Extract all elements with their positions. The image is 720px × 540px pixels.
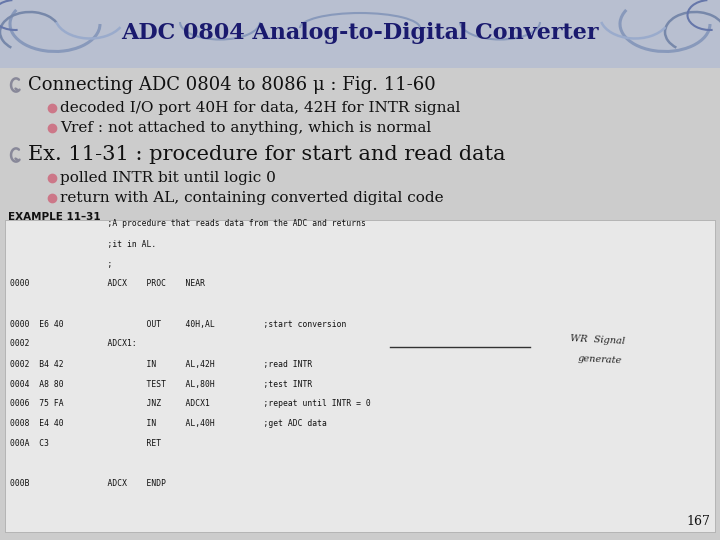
Text: ;it in AL.: ;it in AL. [10,240,156,248]
Text: Ex. 11-31 : procedure for start and read data: Ex. 11-31 : procedure for start and read… [28,145,505,165]
Text: Vref : not attached to anything, which is normal: Vref : not attached to anything, which i… [60,121,431,135]
Bar [0,0,720,68]
Text: return with AL, containing converted digital code: return with AL, containing converted dig… [60,191,444,205]
Text: 0006  75 FA                 JNZ     ADCX1           ;repeat until INTR = 0: 0006 75 FA JNZ ADCX1 ;repeat until INTR … [10,400,371,408]
Text: ADC 0804 Analog-to-Digital Converter: ADC 0804 Analog-to-Digital Converter [121,22,599,44]
Text: 0000  E6 40                 OUT     40H,AL          ;start conversion: 0000 E6 40 OUT 40H,AL ;start conversion [10,320,346,328]
Text: polled INTR bit until logic 0: polled INTR bit until logic 0 [60,171,276,185]
Text: 0000                ADCX    PROC    NEAR: 0000 ADCX PROC NEAR [10,280,205,288]
Text: 0002  B4 42                 IN      AL,42H          ;read INTR: 0002 B4 42 IN AL,42H ;read INTR [10,360,312,368]
Text: ;A procedure that reads data from the ADC and returns: ;A procedure that reads data from the AD… [10,219,366,228]
Text: EXAMPLE 11–31: EXAMPLE 11–31 [8,212,101,222]
Text: 0008  E4 40                 IN      AL,40H          ;get ADC data: 0008 E4 40 IN AL,40H ;get ADC data [10,420,327,429]
Text: decoded I/O port 40H for data, 42H for INTR signal: decoded I/O port 40H for data, 42H for I… [60,101,460,115]
Bar [0,68,720,540]
Text: Connecting ADC 0804 to 8086 μ : Fig. 11-60: Connecting ADC 0804 to 8086 μ : Fig. 11-… [28,76,436,94]
Text: 167: 167 [686,515,710,528]
Bar [5,220,715,532]
Text: ;: ; [10,260,112,268]
Text: 0004  A8 80                 TEST    AL,80H          ;test INTR: 0004 A8 80 TEST AL,80H ;test INTR [10,380,312,388]
Text: generate: generate [578,354,623,366]
Text: 000B                ADCX    ENDP: 000B ADCX ENDP [10,480,166,489]
Text: 0002                ADCX1:: 0002 ADCX1: [10,340,137,348]
Text: WR  Signal: WR Signal [570,334,625,346]
Text: 000A  C3                    RET: 000A C3 RET [10,440,161,449]
